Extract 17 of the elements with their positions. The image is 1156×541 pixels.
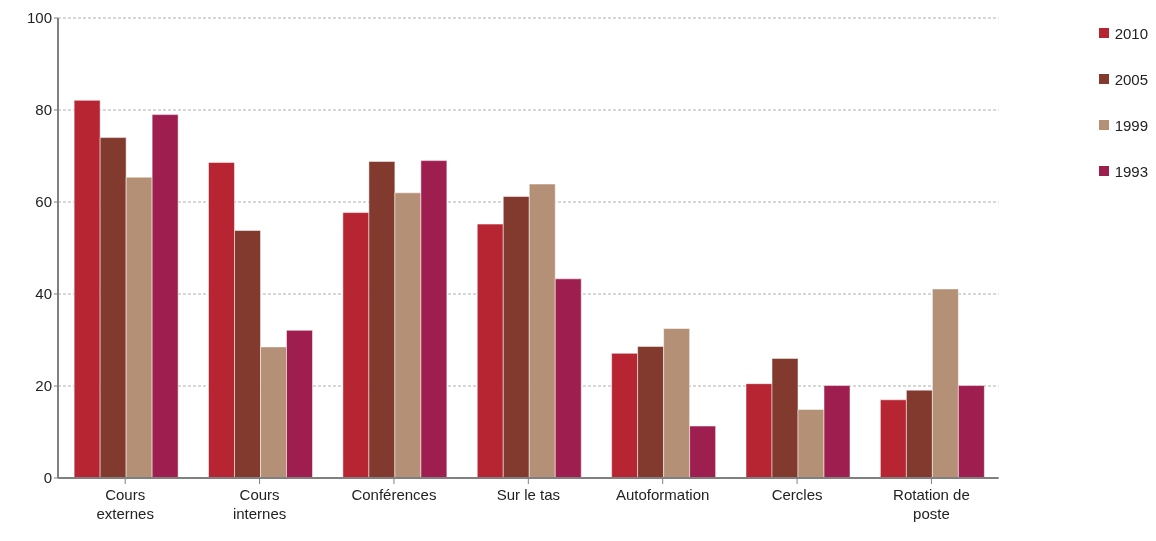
x-tick-label: Sur le tas — [496, 486, 560, 503]
x-tick-label: Cercles — [771, 486, 823, 503]
x-tick-label: Autoformation — [615, 486, 710, 503]
y-tick-label: 40 — [35, 285, 52, 303]
legend-label: 1999 — [1114, 116, 1148, 134]
y-tick-label: 100 — [26, 9, 52, 27]
x-tick-label: Cours externes — [96, 486, 154, 522]
x-tick-label: Conférences — [351, 486, 437, 503]
y-tick-label: 20 — [35, 377, 52, 395]
legend-label: 2005 — [1114, 70, 1148, 88]
y-tick-label: 60 — [35, 193, 52, 211]
x-tick-label: Rotation de poste — [893, 486, 970, 522]
legend-label: 2010 — [1114, 24, 1148, 42]
y-tick-label: 80 — [35, 101, 52, 119]
legend-label: 1993 — [1114, 162, 1148, 180]
y-tick-label: 0 — [43, 469, 52, 487]
x-tick-label: Cours internes — [232, 486, 287, 522]
